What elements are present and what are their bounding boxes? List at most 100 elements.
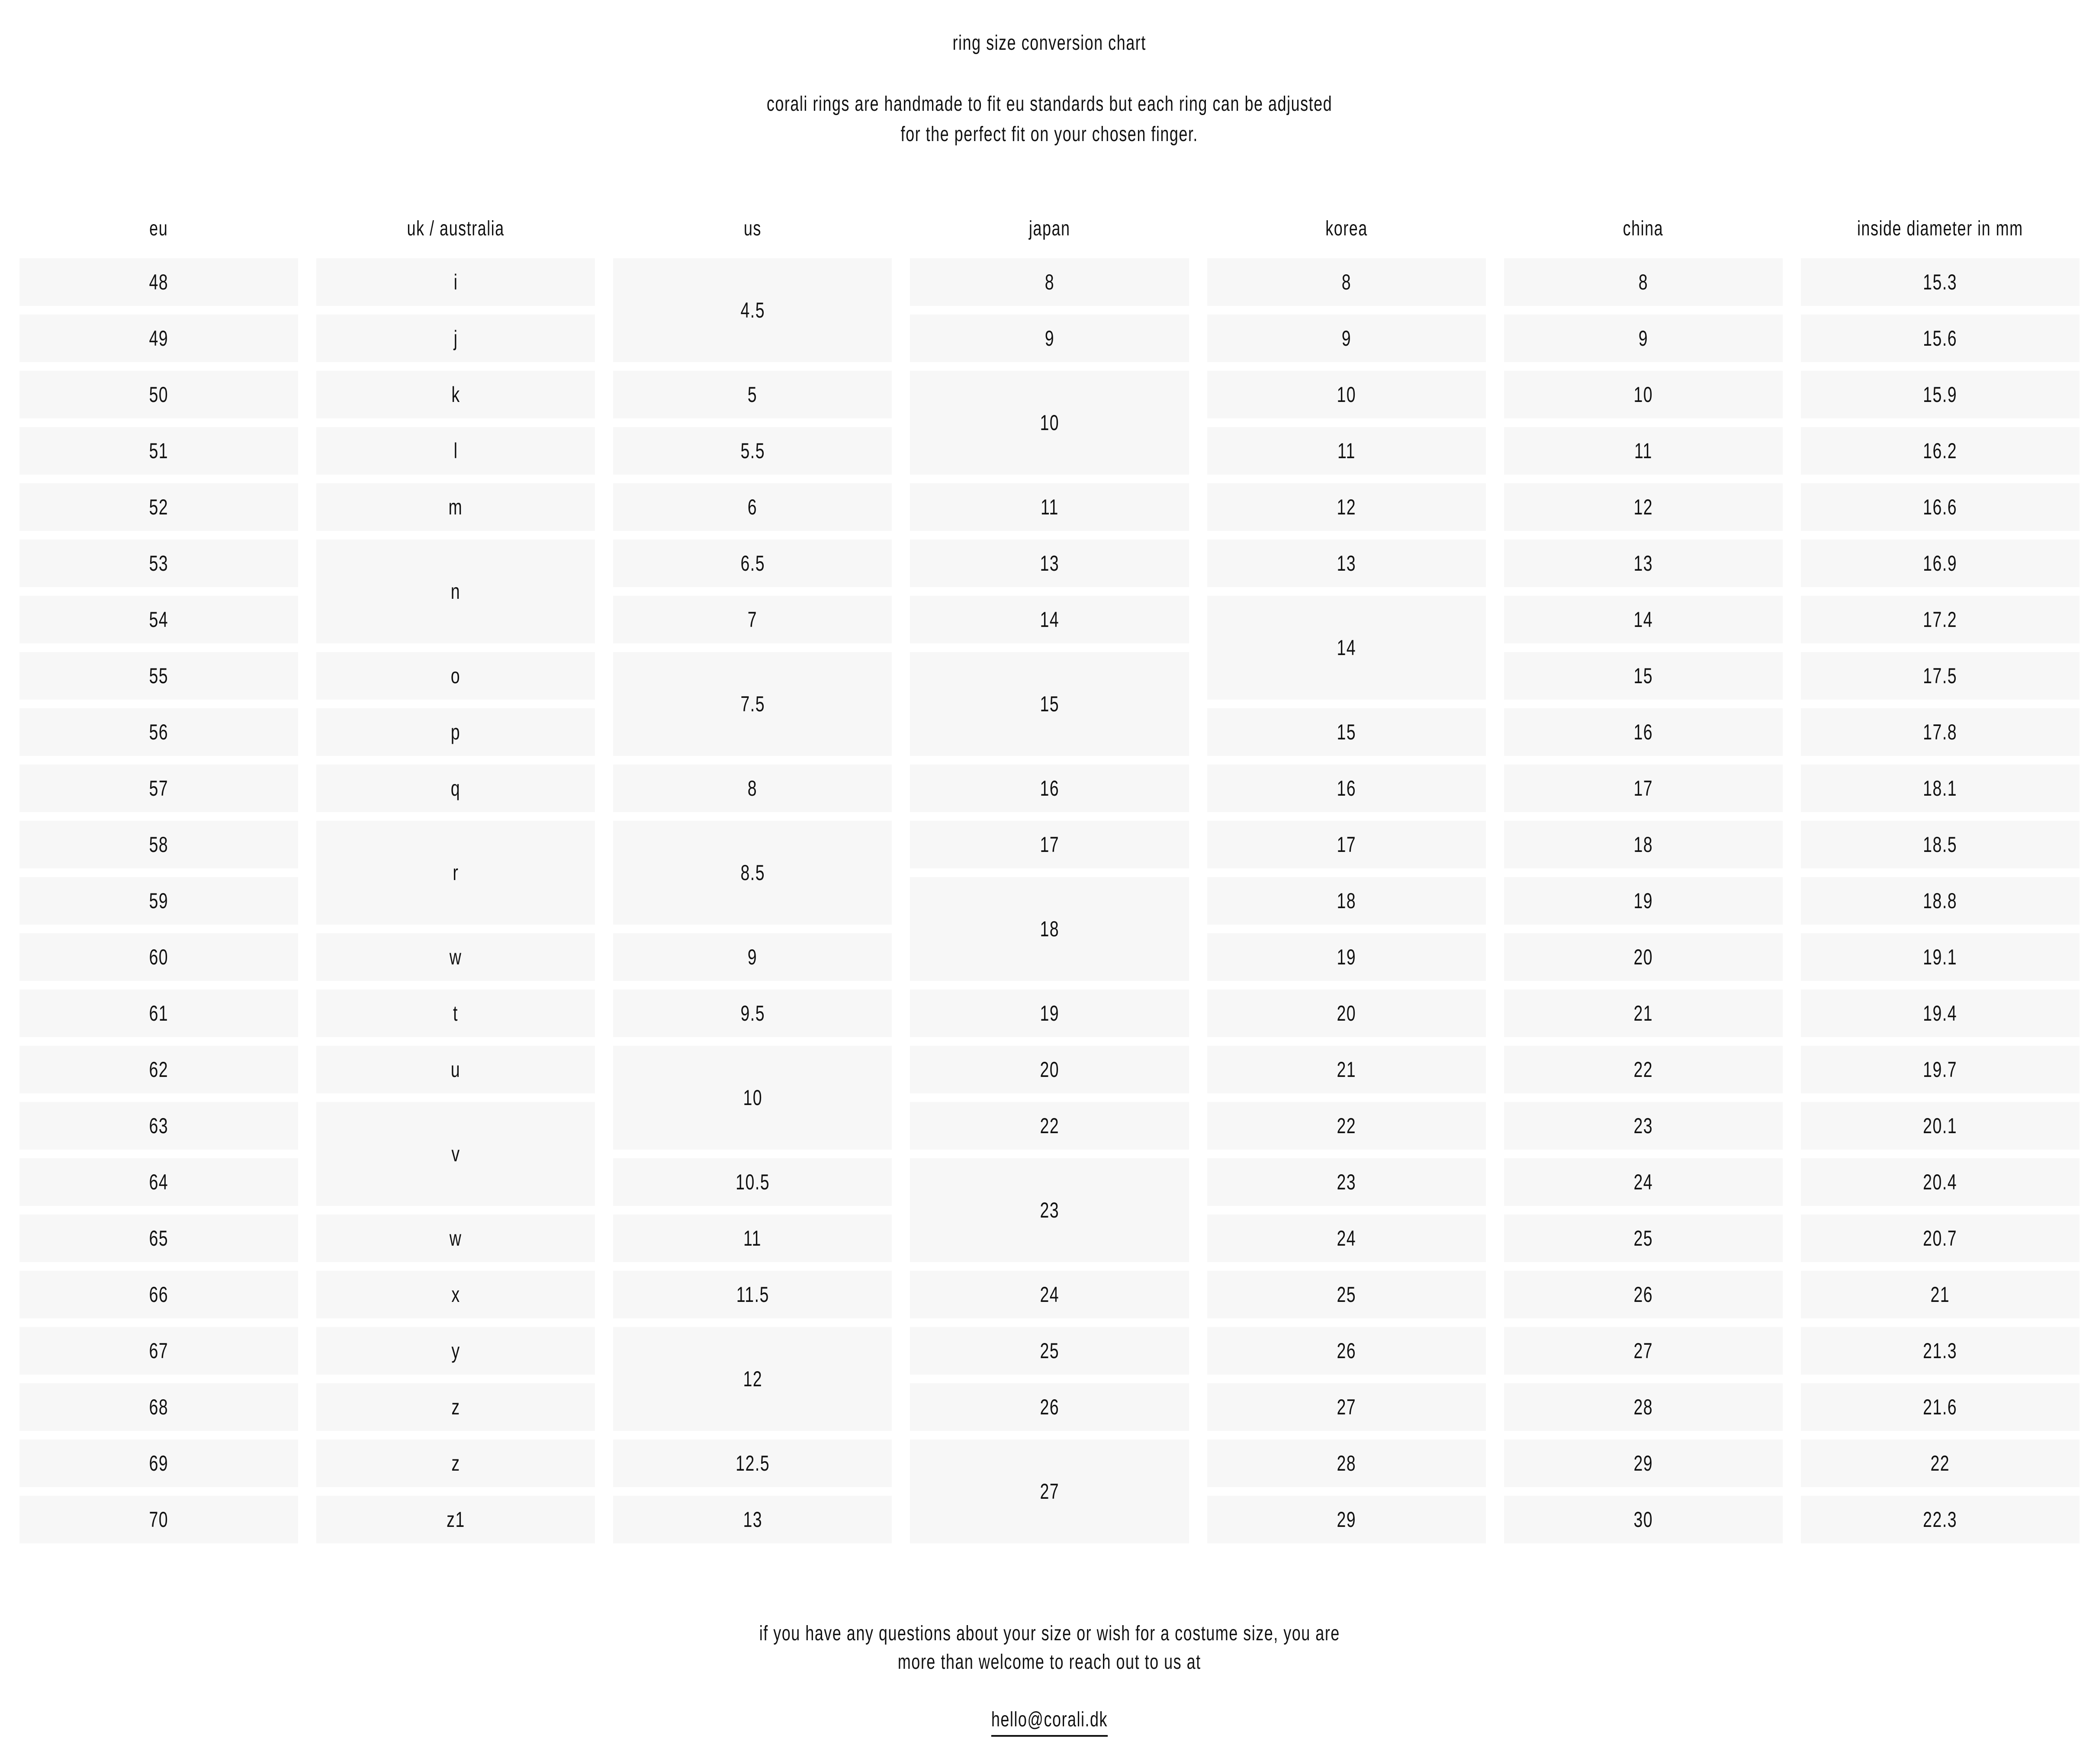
cell-china-row6: 13: [1504, 540, 1783, 587]
cell-us-row18: 11: [613, 1215, 892, 1262]
cell-us-row4: 5.5: [613, 427, 892, 475]
cell-inside-diameter-row22: 22: [1800, 1439, 2080, 1487]
cell-us-row10: 8: [613, 765, 892, 812]
cell-uk-australia-row1: i: [316, 258, 595, 306]
email-row: hello@corali.dk: [0, 1708, 2099, 1737]
conversion-table-grid: 48 49 50 51 52 53 54 55 56 57 58 59 60 61 62 63 64 65 66 67…: [0, 258, 2099, 1543]
cell-inside-diameter-row9: 17.8: [1800, 708, 2080, 756]
cell-us-row17: 10.5: [613, 1158, 892, 1206]
cell-japan-row1: 8: [910, 258, 1189, 306]
cell-us-row1: 4.5: [613, 258, 892, 362]
cell-korea-row21: 27: [1207, 1383, 1486, 1431]
cell-china-row7: 14: [1504, 596, 1783, 643]
cell-eu-row11: 58: [19, 821, 299, 868]
cell-china-row4: 11: [1504, 427, 1783, 475]
cell-us-row20: 12: [613, 1327, 892, 1431]
cell-us-row6: 6.5: [613, 540, 892, 587]
cell-china-row10: 17: [1504, 765, 1783, 812]
cell-eu-row13: 60: [19, 933, 299, 981]
cell-uk-australia-row10: q: [316, 765, 595, 812]
cell-inside-diameter-row7: 17.2: [1800, 596, 2080, 643]
cell-korea-row16: 22: [1207, 1102, 1486, 1150]
cell-china-row9: 16: [1504, 708, 1783, 756]
cell-uk-australia-row8: o: [316, 652, 595, 700]
cell-china-row20: 27: [1504, 1327, 1783, 1375]
cell-inside-diameter-row12: 18.8: [1800, 877, 2080, 925]
cell-inside-diameter-row18: 20.7: [1800, 1215, 2080, 1262]
cell-japan-row12: 18: [910, 877, 1189, 981]
cell-uk-australia-row9: p: [316, 708, 595, 756]
cell-inside-diameter-row14: 19.4: [1800, 990, 2080, 1037]
subtitle-line-1: corali rings are handmade to fit eu stan…: [766, 93, 1333, 116]
table-headers: eu uk / australia us japan korea china inside …: [0, 215, 2099, 241]
page-subtitle: corali rings are handmade to fit eu stan…: [0, 89, 2099, 150]
cell-uk-australia-row18: w: [316, 1215, 595, 1262]
cell-china-row23: 30: [1504, 1496, 1783, 1543]
cell-korea-row19: 25: [1207, 1271, 1486, 1318]
cell-eu-row21: 68: [19, 1383, 299, 1431]
cell-us-row15: 10: [613, 1046, 892, 1150]
cell-china-row21: 28: [1504, 1383, 1783, 1431]
cell-us-row11: 8.5: [613, 821, 892, 925]
cell-korea-row17: 23: [1207, 1158, 1486, 1206]
cell-korea-row7: 14: [1207, 596, 1486, 700]
cell-china-row3: 10: [1504, 371, 1783, 418]
cell-eu-row18: 65: [19, 1215, 299, 1262]
cell-inside-diameter-row13: 19.1: [1800, 933, 2080, 981]
cell-japan-row8: 15: [910, 652, 1189, 756]
email-link[interactable]: hello@corali.dk: [972, 1708, 1127, 1737]
cell-inside-diameter-row16: 20.1: [1800, 1102, 2080, 1150]
cell-china-row16: 23: [1504, 1102, 1783, 1150]
cell-korea-row18: 24: [1207, 1215, 1486, 1262]
cell-eu-row7: 54: [19, 596, 299, 643]
cell-eu-row9: 56: [19, 708, 299, 756]
cell-china-row8: 15: [1504, 652, 1783, 700]
cell-us-row7: 7: [613, 596, 892, 643]
cell-korea-row1: 8: [1207, 258, 1486, 306]
cell-china-row5: 12: [1504, 483, 1783, 531]
cell-us-row13: 9: [613, 933, 892, 981]
cell-japan-row7: 14: [910, 596, 1189, 643]
cell-eu-row10: 57: [19, 765, 299, 812]
cell-uk-australia-row13: w: [316, 933, 595, 981]
cell-eu-row3: 50: [19, 371, 299, 418]
cell-inside-diameter-row8: 17.5: [1800, 652, 2080, 700]
column-header-uk-australia: uk / australia: [407, 217, 505, 240]
cell-uk-australia-row11: r: [316, 821, 595, 925]
cell-korea-row10: 16: [1207, 765, 1486, 812]
cell-inside-diameter-row23: 22.3: [1800, 1496, 2080, 1543]
cell-eu-row5: 52: [19, 483, 299, 531]
cell-japan-row11: 17: [910, 821, 1189, 868]
column-header-korea: korea: [1325, 217, 1368, 240]
cell-us-row22: 12.5: [613, 1439, 892, 1487]
cell-korea-row4: 11: [1207, 427, 1486, 475]
cell-china-row14: 21: [1504, 990, 1783, 1037]
cell-inside-diameter-row19: 21: [1800, 1271, 2080, 1318]
column-header-eu: eu: [149, 217, 168, 240]
cell-inside-diameter-row4: 16.2: [1800, 427, 2080, 475]
cell-korea-row6: 13: [1207, 540, 1486, 587]
cell-inside-diameter-row20: 21.3: [1800, 1327, 2080, 1375]
cell-inside-diameter-row3: 15.9: [1800, 371, 2080, 418]
cell-japan-row20: 25: [910, 1327, 1189, 1375]
cell-inside-diameter-row15: 19.7: [1800, 1046, 2080, 1093]
cell-korea-row14: 20: [1207, 990, 1486, 1037]
cell-korea-row22: 28: [1207, 1439, 1486, 1487]
cell-china-row18: 25: [1504, 1215, 1783, 1262]
footer-note: if you have any questions about your siz…: [0, 1619, 2099, 1677]
cell-japan-row19: 24: [910, 1271, 1189, 1318]
cell-china-row11: 18: [1504, 821, 1783, 868]
cell-uk-australia-row5: m: [316, 483, 595, 531]
cell-eu-row4: 51: [19, 427, 299, 475]
cell-china-row15: 22: [1504, 1046, 1783, 1093]
cell-uk-australia-row16: v: [316, 1102, 595, 1206]
cell-eu-row20: 67: [19, 1327, 299, 1375]
cell-eu-row23: 70: [19, 1496, 299, 1543]
cell-japan-row17: 23: [910, 1158, 1189, 1262]
cell-china-row22: 29: [1504, 1439, 1783, 1487]
cell-japan-row22: 27: [910, 1439, 1189, 1543]
cell-inside-diameter-row17: 20.4: [1800, 1158, 2080, 1206]
cell-us-row23: 13: [613, 1496, 892, 1543]
cell-uk-australia-row15: u: [316, 1046, 595, 1093]
